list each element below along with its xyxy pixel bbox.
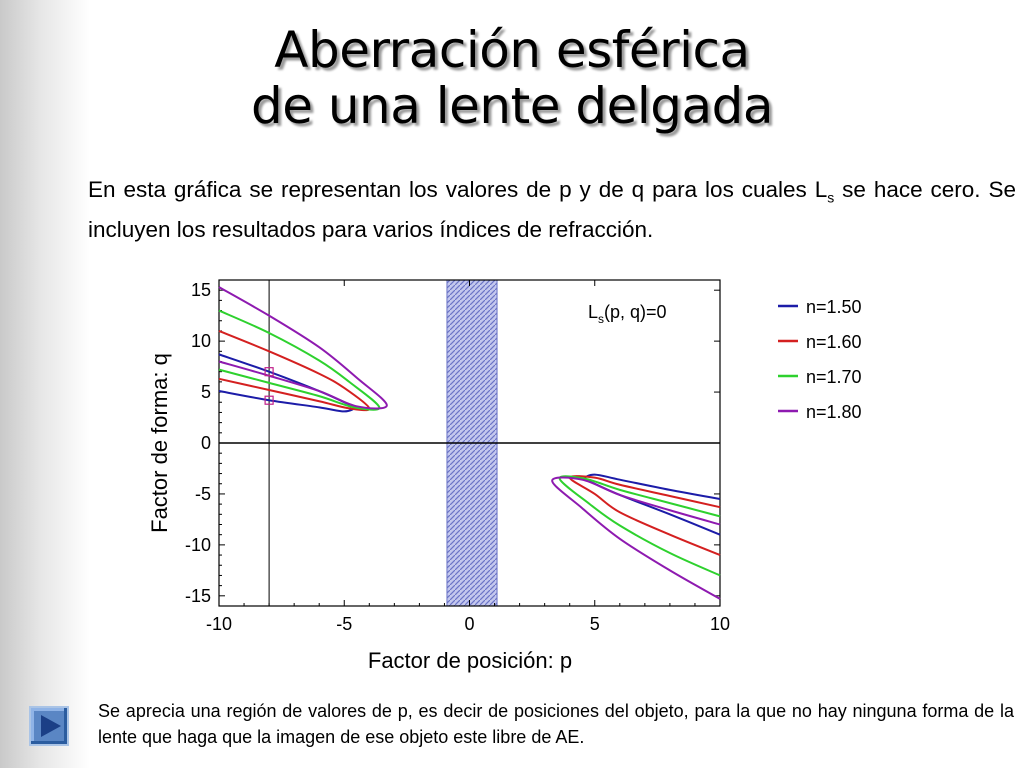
series-3-right-curve (551, 476, 721, 600)
legend-label: n=1.80 (806, 402, 862, 422)
intro-text-2: se hace cero. Se incluyen los resultados… (88, 177, 1016, 242)
series-2-left-curve (218, 309, 381, 411)
intro-text: En esta gráfica se representan los valor… (88, 177, 828, 202)
next-slide-button[interactable] (29, 706, 69, 746)
y-tick-label: 0 (201, 433, 211, 453)
intro-paragraph: En esta gráfica se representan los valor… (88, 174, 1016, 246)
y-tick-label: 15 (191, 280, 211, 300)
x-tick-label: 5 (590, 614, 600, 634)
x-tick-label: 10 (710, 614, 730, 634)
legend: n=1.50 n=1.60 n=1.70 n=1.80 (778, 297, 862, 422)
series-layer (218, 286, 721, 600)
marker-point (264, 367, 274, 377)
series-2-right-curve (558, 475, 721, 577)
y-tick-label: 5 (201, 382, 211, 402)
annotation-label: Ls(p, q)=0 (588, 302, 667, 326)
annotation-sub: s (598, 312, 604, 326)
series-3-left-curve (218, 286, 388, 410)
y-tick-label: 10 (191, 331, 211, 351)
marker-layer (264, 367, 274, 405)
legend-label: n=1.50 (806, 297, 862, 317)
tick-label-layer: -10 -5 0 5 10 15 10 5 0 -5 -10 -15 (185, 280, 730, 634)
annotation-rest: (p, q)=0 (604, 302, 667, 322)
slide-title: Aberración esférica de una lente delgada (0, 22, 1024, 134)
annotation-main: L (588, 302, 598, 322)
marker-point (264, 395, 274, 405)
x-axis-title: Factor de posición: p (368, 648, 572, 673)
x-tick-label: 0 (464, 614, 474, 634)
y-axis-title: Factor de forma: q (147, 353, 172, 533)
x-tick-label: -10 (206, 614, 232, 634)
title-line-1: Aberración esférica (274, 21, 750, 79)
intro-subscript: s (827, 189, 835, 206)
y-tick-label: -5 (195, 484, 211, 504)
spherical-aberration-chart: -10 -5 0 5 10 15 10 5 0 -5 -10 -15 Ls(p, q)=0 Facto… (147, 279, 862, 673)
play-arrow-icon (41, 715, 61, 737)
legend-label: n=1.70 (806, 367, 862, 387)
y-tick-label: -10 (185, 535, 211, 555)
legend-label: n=1.60 (806, 332, 862, 352)
series-1-left-curve (218, 330, 371, 412)
title-line-2: de una lente delgada (250, 77, 774, 135)
y-tick-label: -15 (185, 586, 211, 606)
x-tick-label: -5 (336, 614, 352, 634)
footer-paragraph: Se aprecia una región de valores de p, e… (98, 701, 1014, 747)
